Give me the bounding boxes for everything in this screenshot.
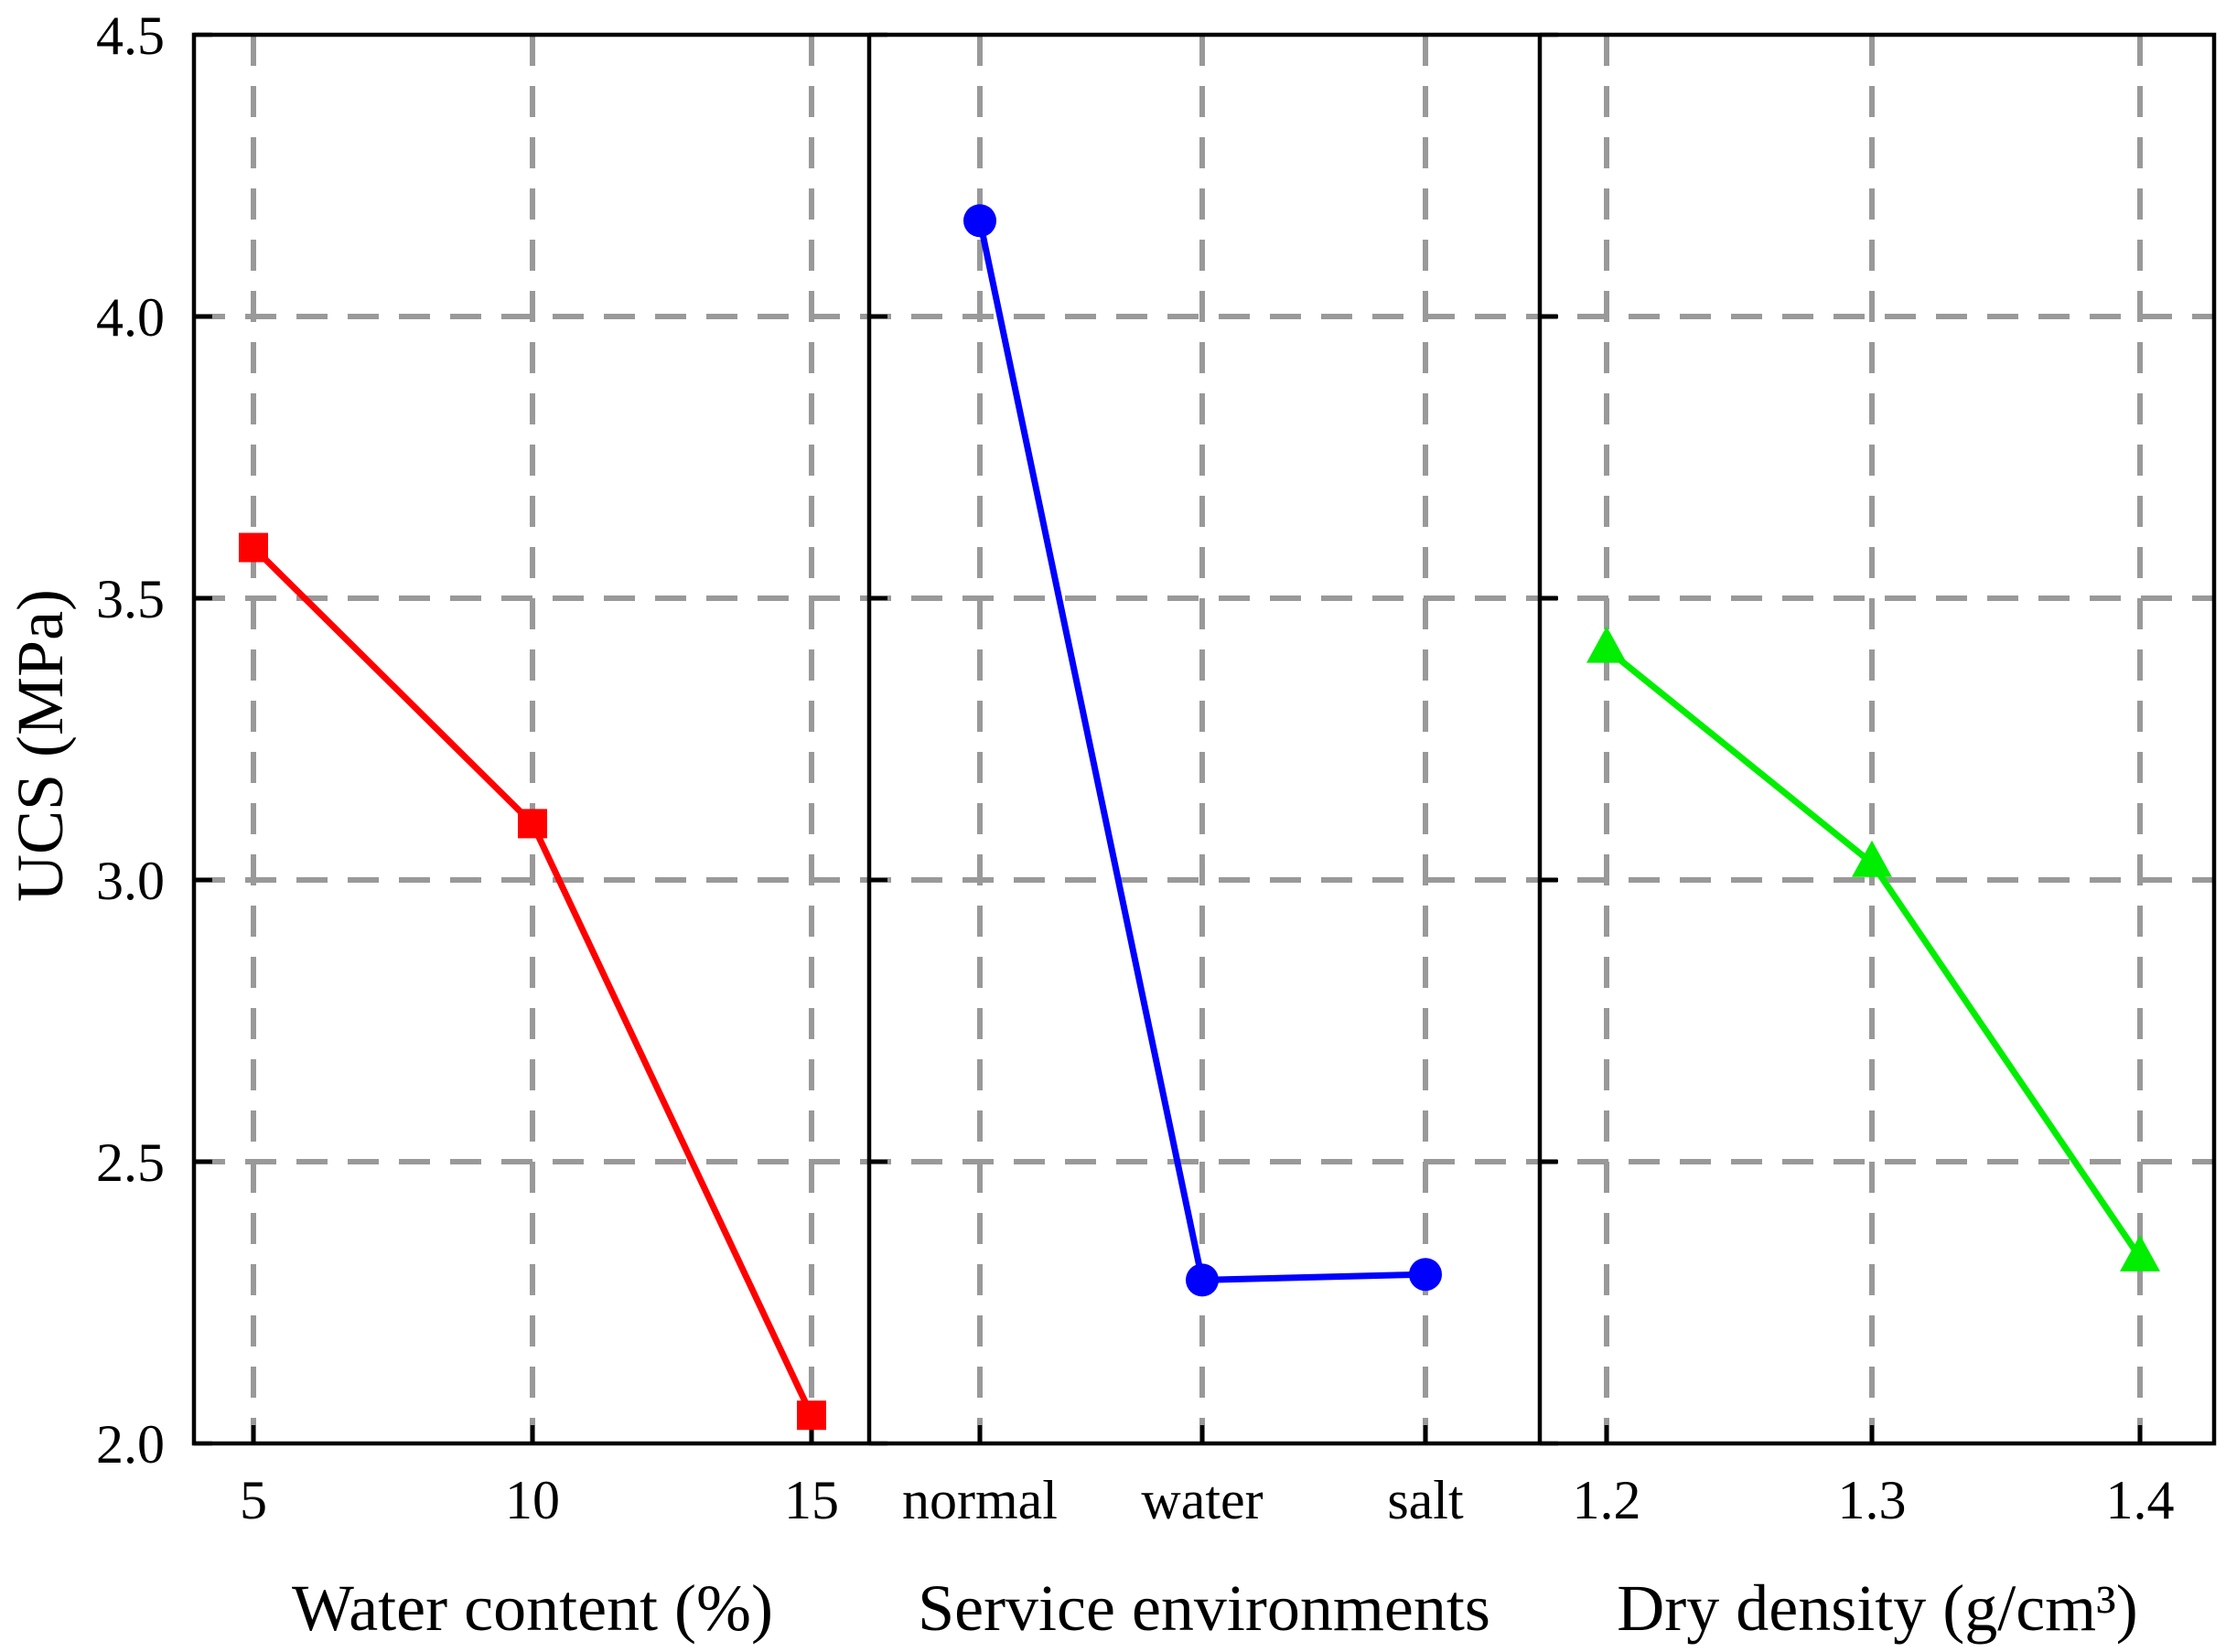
data-point-square [518, 809, 547, 839]
x-tick-label: 1.4 [2106, 1470, 2175, 1530]
y-tick-label: 2.0 [96, 1414, 165, 1475]
x-tick-label: 15 [784, 1470, 839, 1530]
data-point-triangle [1852, 840, 1892, 877]
y-tick-label: 3.5 [96, 569, 165, 629]
data-point-circle [963, 204, 996, 238]
x-axis-title: Dry density (g/cm³) [1617, 1572, 2137, 1645]
x-tick-label: 10 [505, 1470, 560, 1530]
y-tick-label: 4.0 [96, 287, 165, 348]
series-layer [239, 204, 2160, 1431]
data-point-triangle [2120, 1234, 2160, 1271]
axes-layer [191, 32, 2217, 1446]
y-tick-label: 4.5 [96, 5, 165, 66]
x-axis-title: Service environments [918, 1572, 1490, 1645]
grid-layer [194, 35, 2214, 1443]
y-axis-title: UCS (MPa) [4, 589, 77, 902]
data-point-square [797, 1400, 826, 1431]
y-tick-label: 2.5 [96, 1132, 165, 1193]
data-point-square [239, 532, 268, 563]
x-tick-label: normal [902, 1470, 1058, 1530]
y-tick-label: 3.0 [96, 851, 165, 911]
x-tick-label: 5 [240, 1470, 267, 1530]
x-tick-label: 1.2 [1573, 1470, 1641, 1530]
x-tick-label: 1.3 [1838, 1470, 1907, 1530]
data-point-circle [1409, 1258, 1442, 1292]
x-tick-label: salt [1387, 1470, 1464, 1530]
x-tick-label: water [1141, 1470, 1263, 1530]
data-point-triangle [1586, 626, 1627, 663]
data-point-circle [1186, 1263, 1219, 1297]
x-axis-title: Water content (%) [292, 1572, 773, 1645]
